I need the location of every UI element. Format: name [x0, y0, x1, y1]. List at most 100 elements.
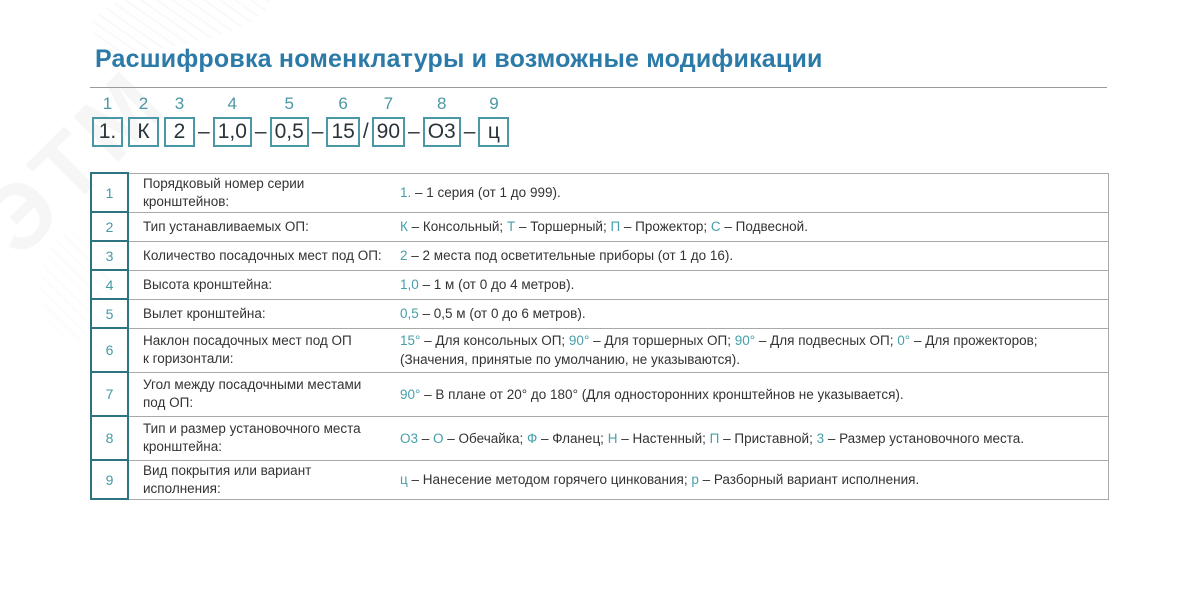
row-value: 1,0 – 1 м (от 0 до 4 метров). [393, 269, 1109, 300]
row-value-line: (Значения, принятые по умолчанию, не ука… [400, 350, 1107, 369]
formula-position-number: 5 [284, 94, 294, 113]
formula-code-box: 90 [371, 117, 406, 147]
value-text: – 2 места под осветительные приборы (от … [407, 248, 734, 263]
code-token: 2 [400, 248, 408, 263]
code-token: Ф [527, 430, 538, 446]
row-value: 0,5 – 0,5 м (от 0 до 6 метров). [393, 298, 1109, 329]
formula-code-box: К [128, 117, 159, 147]
row-value-line: К – Консольный; Т – Торшерный; П – Проже… [400, 217, 1107, 236]
row-number: 9 [90, 459, 129, 500]
formula-code-box: 1. [92, 117, 123, 147]
value-text: – Для прожекторов; [910, 333, 1038, 348]
code-token: К [400, 219, 408, 234]
row-number: 7 [90, 371, 129, 417]
formula-segment: 7 90 [371, 94, 406, 147]
code-token: 15° [400, 333, 421, 348]
formula-separator: / [362, 120, 369, 143]
row-number: 2 [90, 211, 129, 242]
row-value-line: 0,5 – 0,5 м (от 0 до 6 метров). [400, 304, 1107, 323]
formula-position-number: 2 [138, 94, 149, 113]
row-number: 1 [90, 172, 129, 213]
formula-separator: – [311, 120, 324, 143]
table-row: 9 Вид покрытия или вариант исполнения: ц –… [90, 459, 1109, 500]
table-row: 8 Тип и размер установочного места кронште… [90, 415, 1109, 461]
value-text: – Настенный; [617, 430, 710, 446]
row-label: Количество посадочных мест под ОП: [128, 240, 393, 271]
row-label: Угол между посадочными местами под ОП: [128, 371, 393, 417]
formula-code-box: ц [478, 117, 510, 147]
formula-position-number: 3 [174, 94, 185, 113]
row-value-line: О3 – О – Обечайка; Ф – Фланец; Н – Насте… [400, 429, 1107, 448]
value-text: – 1 серия (от 1 до 999). [411, 185, 561, 200]
title-divider [90, 87, 1107, 88]
value-text: – Фланец; [537, 430, 608, 446]
row-value-line: 1. – 1 серия (от 1 до 999). [400, 183, 1107, 202]
value-text: – 0,5 м (от 0 до 6 метров). [418, 306, 586, 321]
value-text: – Размер установочного места. [824, 430, 1025, 446]
formula-code-box: 2 [164, 117, 195, 147]
value-text: – В плане от 20° до 180° (Для односторон… [420, 386, 904, 402]
value-text: – [418, 430, 434, 446]
row-number: 4 [90, 269, 129, 300]
value-text: – Нанесение методом горячего цинкования; [407, 472, 692, 487]
row-value-line: 1,0 – 1 м (от 0 до 4 метров). [400, 275, 1107, 294]
table-row: 2 Тип устанавливаемых ОП: К – Консольный; … [90, 211, 1109, 242]
formula-position-number: 1 [102, 94, 113, 113]
code-token: 1,0 [400, 277, 419, 292]
row-value: 15° – Для консольных ОП; 90° – Для торше… [393, 327, 1109, 373]
formula-segment: 4 1,0 [212, 94, 252, 147]
code-token: ц [400, 472, 408, 487]
table-row: 4 Высота кронштейна: 1,0 – 1 м (от 0 до 4 … [90, 269, 1109, 300]
formula-segment: 5 0,5 [269, 94, 309, 147]
row-label: Тип устанавливаемых ОП: [128, 211, 393, 242]
row-value: 1. – 1 серия (от 1 до 999). [393, 172, 1109, 213]
value-text: – Разборный вариант исполнения. [698, 472, 920, 487]
formula-segment: 6 15 [326, 94, 360, 147]
formula-segment: 1 1. [92, 94, 123, 147]
row-value: О3 – О – Обечайка; Ф – Фланец; Н – Насте… [393, 415, 1109, 461]
formula-code-box: 15 [326, 117, 360, 147]
value-text: – 1 м (от 0 до 4 метров). [418, 277, 575, 292]
row-label: Вылет кронштейна: [128, 298, 393, 329]
table-row: 3 Количество посадочных мест под ОП: 2 – 2… [90, 240, 1109, 271]
row-value: ц – Нанесение методом горячего цинковани… [393, 459, 1109, 500]
value-text: – Подвесной. [720, 219, 808, 234]
table-row: 7 Угол между посадочными местами под ОП: 90… [90, 371, 1109, 417]
row-number: 5 [90, 298, 129, 329]
formula-position-number: 7 [383, 94, 394, 113]
value-text: – Обечайка; [443, 430, 527, 446]
code-token: Т [506, 219, 516, 234]
row-value: 2 – 2 места под осветительные приборы (о… [393, 240, 1109, 271]
value-text: – Для консольных ОП; [420, 333, 569, 348]
formula-position-number: 6 [338, 94, 348, 113]
code-token: 90° [400, 386, 421, 402]
decode-table-wrap: 1 Порядковый номер серии кронштейнов: 1. –… [90, 172, 1109, 500]
formula-separator: – [254, 120, 267, 143]
row-label: Высота кронштейна: [128, 269, 393, 300]
code-token: О [433, 430, 444, 446]
row-label: Порядковый номер серии кронштейнов: [128, 172, 393, 213]
value-text: – Для торшерных ОП; [589, 333, 735, 348]
formula-position-number: 8 [436, 94, 447, 113]
value-text: (Значения, принятые по умолчанию, не ука… [400, 352, 740, 367]
row-value-line: ц – Нанесение методом горячего цинковани… [400, 470, 1107, 489]
decode-table-body: 1 Порядковый номер серии кронштейнов: 1. –… [90, 172, 1109, 500]
page-title: Расшифровка номенклатуры и возможные мод… [95, 45, 823, 73]
value-text: – Торшерный; [515, 219, 611, 234]
formula-separator: – [198, 120, 210, 143]
code-token: 0° [897, 333, 911, 348]
formula-separator: – [408, 120, 420, 143]
value-text: – Прожектор; [620, 219, 711, 234]
code-token: П [610, 219, 621, 234]
formula-segment: 8 О3 [422, 94, 461, 147]
formula-code-box: О3 [422, 117, 461, 147]
code-token: 0,5 [400, 306, 419, 321]
row-value-line: 15° – Для консольных ОП; 90° – Для торше… [400, 331, 1107, 350]
code-token: 90° [568, 333, 590, 348]
code-token: р [691, 472, 699, 487]
decode-table: 1 Порядковый номер серии кронштейнов: 1. –… [90, 172, 1109, 500]
formula-position-number: 4 [227, 94, 238, 113]
